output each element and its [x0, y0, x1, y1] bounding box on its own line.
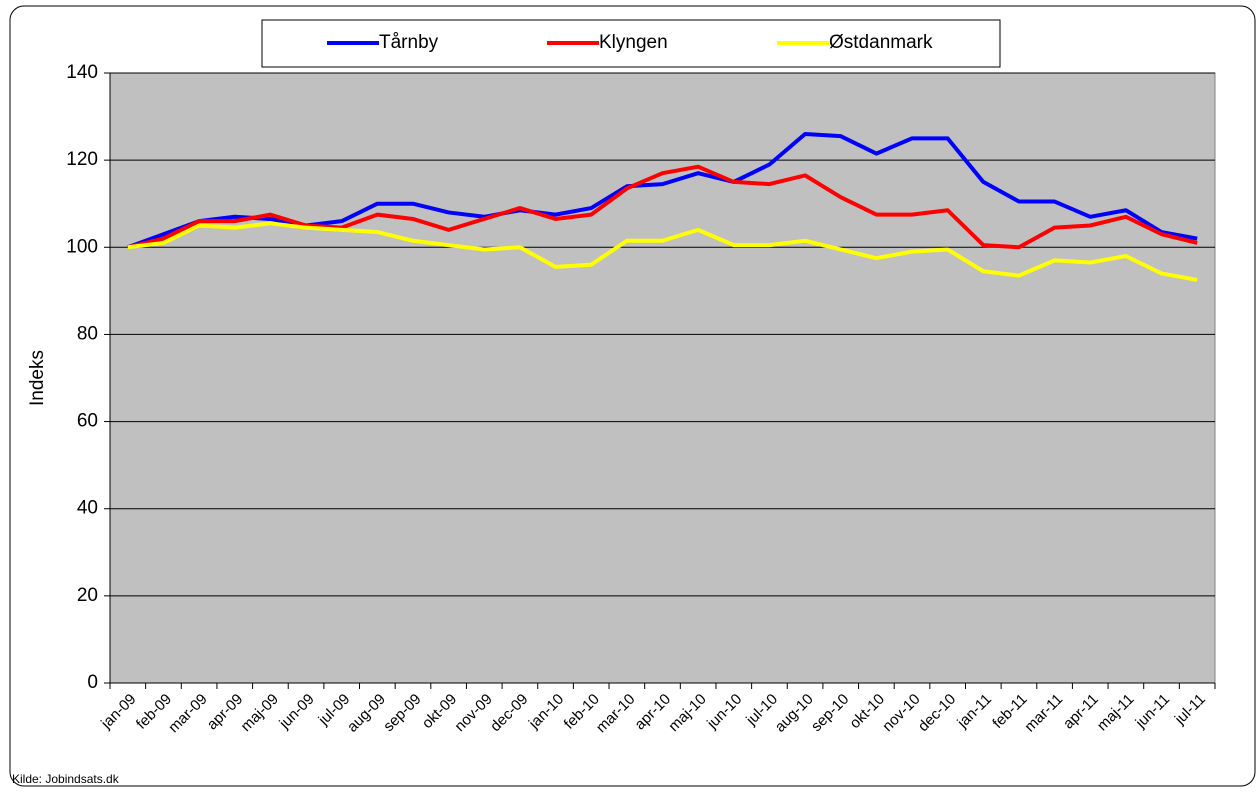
y-tick-label: 100: [66, 236, 98, 257]
series-line: [127, 164, 1198, 250]
y-tick-label: 140: [66, 62, 98, 83]
y-tick-label: 60: [77, 411, 98, 432]
y-tick-label: 20: [77, 585, 98, 606]
y-tick-label: 120: [66, 149, 98, 170]
legend-label: Tårnby: [379, 32, 439, 53]
y-tick-label: 40: [77, 498, 98, 519]
y-tick-label: 80: [77, 323, 98, 344]
source-note: Kilde: Jobindsats.dk: [12, 772, 120, 786]
series-line: [127, 221, 1198, 282]
legend-box: [261, 19, 1001, 68]
plot-area: [109, 72, 1216, 684]
legend-label: Klyngen: [599, 32, 668, 53]
legend-label: Østdanmark: [829, 32, 933, 53]
y-axis-label: Indeks: [27, 350, 48, 406]
y-tick-label: 0: [87, 672, 98, 693]
